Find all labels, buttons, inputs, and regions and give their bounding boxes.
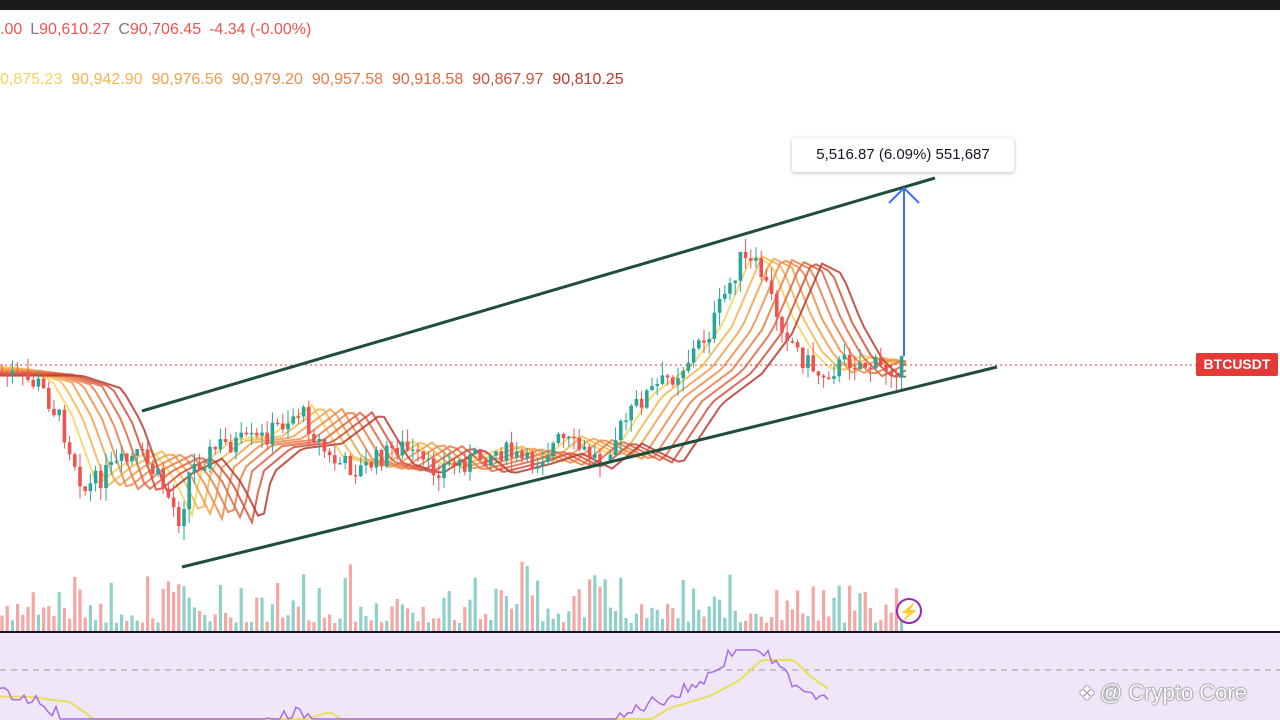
ema-value-4: 90,979.20	[231, 71, 303, 88]
open-value: .00	[0, 21, 23, 38]
watermark: ❖ @ Crypto Core	[1078, 680, 1247, 706]
change-value: -4.34 (-0.00%)	[209, 21, 312, 38]
low-value: 90,610.27	[39, 21, 111, 38]
ema-value-5: 90,957.58	[311, 71, 384, 88]
lightning-bolt-icon[interactable]: ⚡	[896, 598, 922, 624]
measure-arrow[interactable]	[888, 186, 920, 356]
close-label: C	[118, 21, 130, 38]
ema-value-3: 90,976.56	[151, 71, 223, 88]
low-label: L	[30, 21, 40, 38]
ema-value-8: 90,810.25	[552, 71, 624, 88]
diamond-logo-icon: ❖	[1078, 683, 1096, 705]
watermark-text: @ Crypto Core	[1099, 680, 1247, 705]
volume-bars	[0, 561, 904, 631]
ema-ribbon	[0, 255, 907, 526]
rsi-pane	[0, 632, 1280, 720]
close-value: 90,706.45	[129, 21, 202, 38]
ema-value-6: 90,918.58	[392, 71, 464, 88]
ohlc-legend: .00 L90,610.27 C90,706.45 -4.34 (-0.00%)	[0, 21, 319, 39]
channel-upper-line[interactable]	[141, 176, 936, 413]
measure-label: 5,516.87 (6.09%) 551,687	[792, 138, 1014, 172]
ema-legend: 0,875.23 90,942.90 90,976.56 90,979.20 90,95…	[0, 71, 633, 89]
ema-value-1: 0,875.23	[0, 71, 63, 88]
candlesticks	[0, 238, 904, 540]
channel-lower-line[interactable]	[181, 365, 998, 569]
ema-value-7: 90,867.97	[472, 71, 544, 88]
symbol-price-tag[interactable]: BTCUSDT	[1196, 353, 1278, 376]
ema-value-2: 90,942.90	[71, 71, 143, 88]
rsi-lines	[0, 648, 829, 720]
top-bar	[0, 0, 1280, 10]
